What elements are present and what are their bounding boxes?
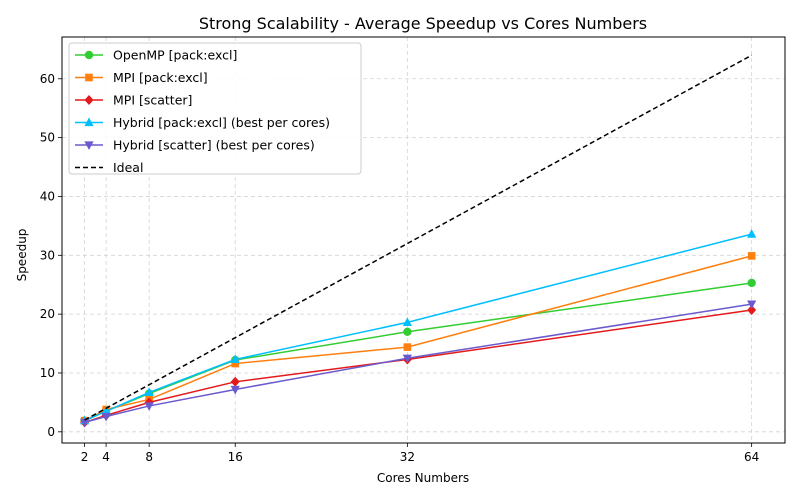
data-point: [403, 343, 412, 351]
legend-marker: [84, 95, 94, 105]
y-tick-label: 30: [40, 248, 55, 262]
data-point: [101, 412, 111, 422]
data-point: [231, 359, 240, 368]
legend-marker: [84, 50, 94, 60]
data-point: [747, 300, 757, 310]
legend: OpenMP [pack:excl] MPI [pack:excl] MPI [sc…: [68, 42, 362, 175]
x-tick-label: 16: [228, 450, 243, 464]
series-5: [84, 54, 753, 421]
data-point: [230, 354, 240, 364]
x-axis-label: Cores Numbers: [377, 471, 469, 485]
series-0: [80, 278, 756, 425]
plot-frame: [61, 36, 786, 444]
y-tick-label: 20: [40, 307, 55, 321]
data-point: [230, 385, 240, 395]
y-tick-label: 50: [40, 131, 55, 145]
x-tick-label: 4: [102, 450, 110, 464]
series-line: [84, 54, 753, 421]
legend-item: MPI [scatter]: [75, 93, 192, 108]
series-line: [84, 233, 752, 422]
x-tick-label: 32: [400, 450, 415, 464]
data-point: [230, 376, 240, 387]
x-tick-label: 8: [145, 450, 153, 464]
series-4: [79, 300, 757, 428]
grid-lines: [62, 37, 785, 443]
data-point: [403, 327, 412, 336]
data-point: [402, 317, 412, 326]
x-tick-label: 2: [81, 450, 89, 464]
chart-title: Strong Scalability - Average Speedup vs …: [199, 14, 647, 33]
y-tick-label: 40: [40, 189, 55, 203]
legend-label: Hybrid [pack:excl] (best per cores): [113, 115, 330, 130]
legend-box: [68, 42, 362, 175]
legend-label: Hybrid [scatter] (best per cores): [113, 138, 315, 153]
data-point: [747, 278, 756, 288]
series-1: [80, 252, 756, 425]
y-tick-label: 0: [47, 425, 55, 439]
x-tick-label: 64: [744, 450, 759, 464]
y-tick-label: 60: [40, 72, 55, 86]
data-point: [144, 387, 154, 396]
legend-item: Hybrid [scatter] (best per cores): [75, 138, 315, 153]
data-point: [144, 402, 154, 411]
data-point: [402, 354, 412, 364]
series-line: [84, 282, 752, 422]
legend-label: MPI [scatter]: [113, 93, 192, 108]
legend-marker: [84, 141, 94, 150]
series-layer: [79, 54, 757, 428]
legend-item: OpenMP [pack:excl]: [75, 48, 237, 63]
legend-label: OpenMP [pack:excl]: [113, 48, 237, 63]
legend-item: Ideal: [75, 160, 143, 175]
data-point: [101, 406, 111, 415]
legend-label: MPI [pack:excl]: [113, 70, 208, 85]
data-point: [747, 229, 757, 238]
series-2: [80, 305, 757, 428]
y-axis-label: Speedup: [15, 229, 29, 282]
data-point: [747, 305, 757, 316]
series-line: [84, 303, 752, 424]
legend-marker: [85, 73, 93, 82]
legend-item: MPI [pack:excl]: [75, 70, 208, 85]
legend-marker: [84, 117, 94, 127]
series-line: [84, 309, 752, 424]
data-point: [79, 418, 90, 428]
axis-ticks: 2 4 8 16 32 64 0 10 20 30 40 50 60: [40, 72, 760, 464]
legend-item: Hybrid [pack:excl] (best per cores): [75, 115, 330, 130]
series-line: [84, 255, 752, 422]
data-point: [747, 252, 756, 260]
y-tick-label: 10: [40, 366, 55, 380]
legend-label: Ideal: [113, 160, 143, 175]
